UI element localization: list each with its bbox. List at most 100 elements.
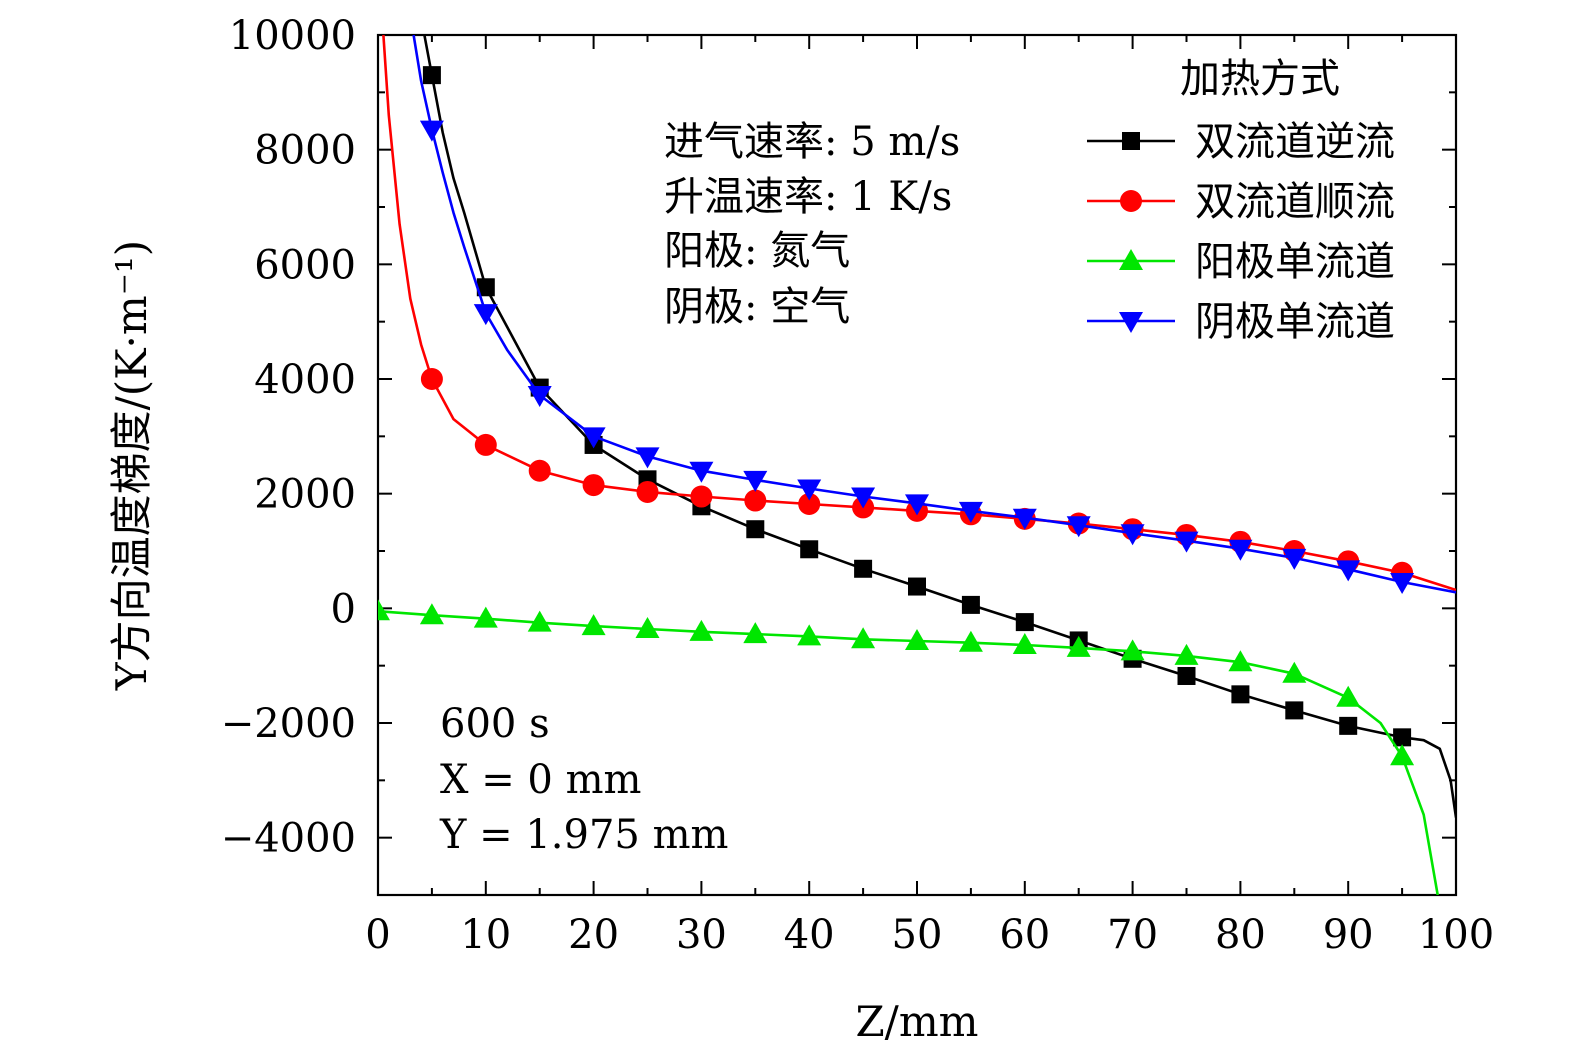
- data-point: [528, 459, 551, 482]
- condition-notes: 进气速率: 5 m/s 升温速率: 1 K/s 阳极: 氮气 阴极: 空气: [664, 119, 960, 330]
- data-point: [1228, 539, 1253, 561]
- data-point: [1012, 633, 1037, 655]
- legend-marker: [1119, 312, 1143, 333]
- legend-entry: 双流道顺流: [1087, 179, 1395, 225]
- axis-ticks: [377, 34, 1457, 896]
- x-tick-label: 100: [1418, 912, 1494, 958]
- data-point: [746, 520, 765, 539]
- data-point: [581, 614, 606, 636]
- y-tick-label: 6000: [254, 242, 356, 288]
- annotation-block: 600 s X = 0 mm Y = 1.975 mm: [439, 701, 728, 858]
- legend-entry: 阳极单流道: [1087, 239, 1395, 285]
- data-point: [1336, 685, 1361, 707]
- data-point: [1231, 685, 1250, 704]
- data-point: [1120, 639, 1145, 661]
- data-point: [582, 474, 605, 497]
- x-tick-label: 60: [999, 912, 1050, 958]
- data-point: [1336, 560, 1361, 582]
- data-point: [908, 577, 926, 596]
- x-tick-labels: 0 10 20 30 40 50 60 70 80 90 100: [365, 912, 1494, 958]
- data-point: [474, 433, 497, 456]
- x-tick-label: 80: [1215, 912, 1266, 958]
- data-point: [744, 489, 767, 512]
- data-point: [1390, 572, 1415, 594]
- data-point: [473, 606, 498, 628]
- data-point: [1174, 531, 1199, 553]
- data-point: [1393, 728, 1412, 747]
- data-point: [961, 595, 980, 614]
- data-point: [419, 603, 444, 625]
- data-point: [581, 427, 606, 449]
- x-axis-title: Z/mm: [856, 997, 979, 1046]
- y-tick-labels: −4000 −2000 0 2000 4000 6000 8000 10000: [221, 13, 356, 862]
- x-tick-label: 10: [460, 912, 511, 958]
- legend-label: 双流道顺流: [1195, 179, 1395, 225]
- legend-label: 阳极单流道: [1195, 239, 1395, 285]
- series-line: [423, 35, 1456, 818]
- y-tick-label: −2000: [221, 701, 356, 747]
- data-point: [1282, 548, 1307, 570]
- legend-entry: 阴极单流道: [1087, 299, 1395, 345]
- data-point: [743, 622, 768, 644]
- data-point: [800, 540, 819, 559]
- x-tick-label: 0: [365, 912, 390, 958]
- data-point: [689, 619, 714, 641]
- data-point: [1390, 744, 1415, 766]
- condition-cathode-gas: 阴极: 空气: [664, 284, 850, 330]
- data-point: [1177, 666, 1196, 685]
- data-point: [1120, 524, 1145, 546]
- data-point: [419, 120, 444, 142]
- x-tick-label: 70: [1107, 912, 1158, 958]
- data-point: [527, 610, 552, 632]
- data-point: [743, 470, 768, 492]
- data-point: [422, 66, 441, 85]
- legend-entry: 双流道逆流: [1087, 119, 1395, 165]
- data-point: [798, 492, 821, 515]
- data-point: [905, 629, 929, 651]
- data-point: [1174, 643, 1199, 665]
- data-point: [636, 480, 659, 503]
- data-point: [420, 368, 443, 390]
- y-tick-label: 0: [331, 586, 356, 632]
- data-point: [1228, 650, 1253, 672]
- data-point: [797, 624, 822, 646]
- data-point: [905, 494, 929, 516]
- legend-marker: [1122, 132, 1140, 150]
- legend-marker: [1120, 190, 1142, 212]
- data-point: [378, 599, 390, 621]
- x-tick-label: 20: [568, 912, 619, 958]
- data-point: [851, 487, 876, 509]
- series-3: [378, 599, 1439, 895]
- data-point: [851, 627, 876, 649]
- y-tick-label: 4000: [254, 357, 356, 403]
- data-point: [1012, 508, 1037, 530]
- annotation-y-position: Y = 1.975 mm: [439, 812, 728, 858]
- data-point: [1282, 661, 1307, 683]
- x-tick-label: 50: [892, 912, 943, 958]
- data-point: [1015, 613, 1034, 632]
- y-tick-label: −4000: [221, 816, 356, 862]
- y-tick-label: 2000: [254, 472, 356, 518]
- data-point: [1285, 701, 1304, 720]
- series-layer: [378, 35, 1456, 895]
- series-4: [412, 35, 1456, 594]
- x-tick-label: 90: [1323, 912, 1374, 958]
- legend-label: 阴极单流道: [1195, 299, 1395, 345]
- data-point: [635, 616, 660, 638]
- data-point: [689, 461, 714, 483]
- annotation-time: 600 s: [440, 701, 550, 747]
- condition-anode-gas: 阳极: 氮气: [664, 228, 850, 274]
- data-point: [797, 479, 822, 501]
- y-tick-label: 10000: [229, 13, 356, 59]
- data-point: [1066, 516, 1091, 538]
- data-point: [476, 278, 495, 297]
- condition-heating-rate: 升温速率: 1 K/s: [664, 174, 952, 220]
- y-tick-label: 8000: [254, 128, 356, 174]
- annotation-x-position: X = 0 mm: [440, 757, 641, 803]
- data-point: [1066, 635, 1091, 657]
- series-line: [412, 35, 1456, 594]
- legend-title: 加热方式: [1180, 56, 1340, 102]
- legend-marker: [1119, 249, 1143, 270]
